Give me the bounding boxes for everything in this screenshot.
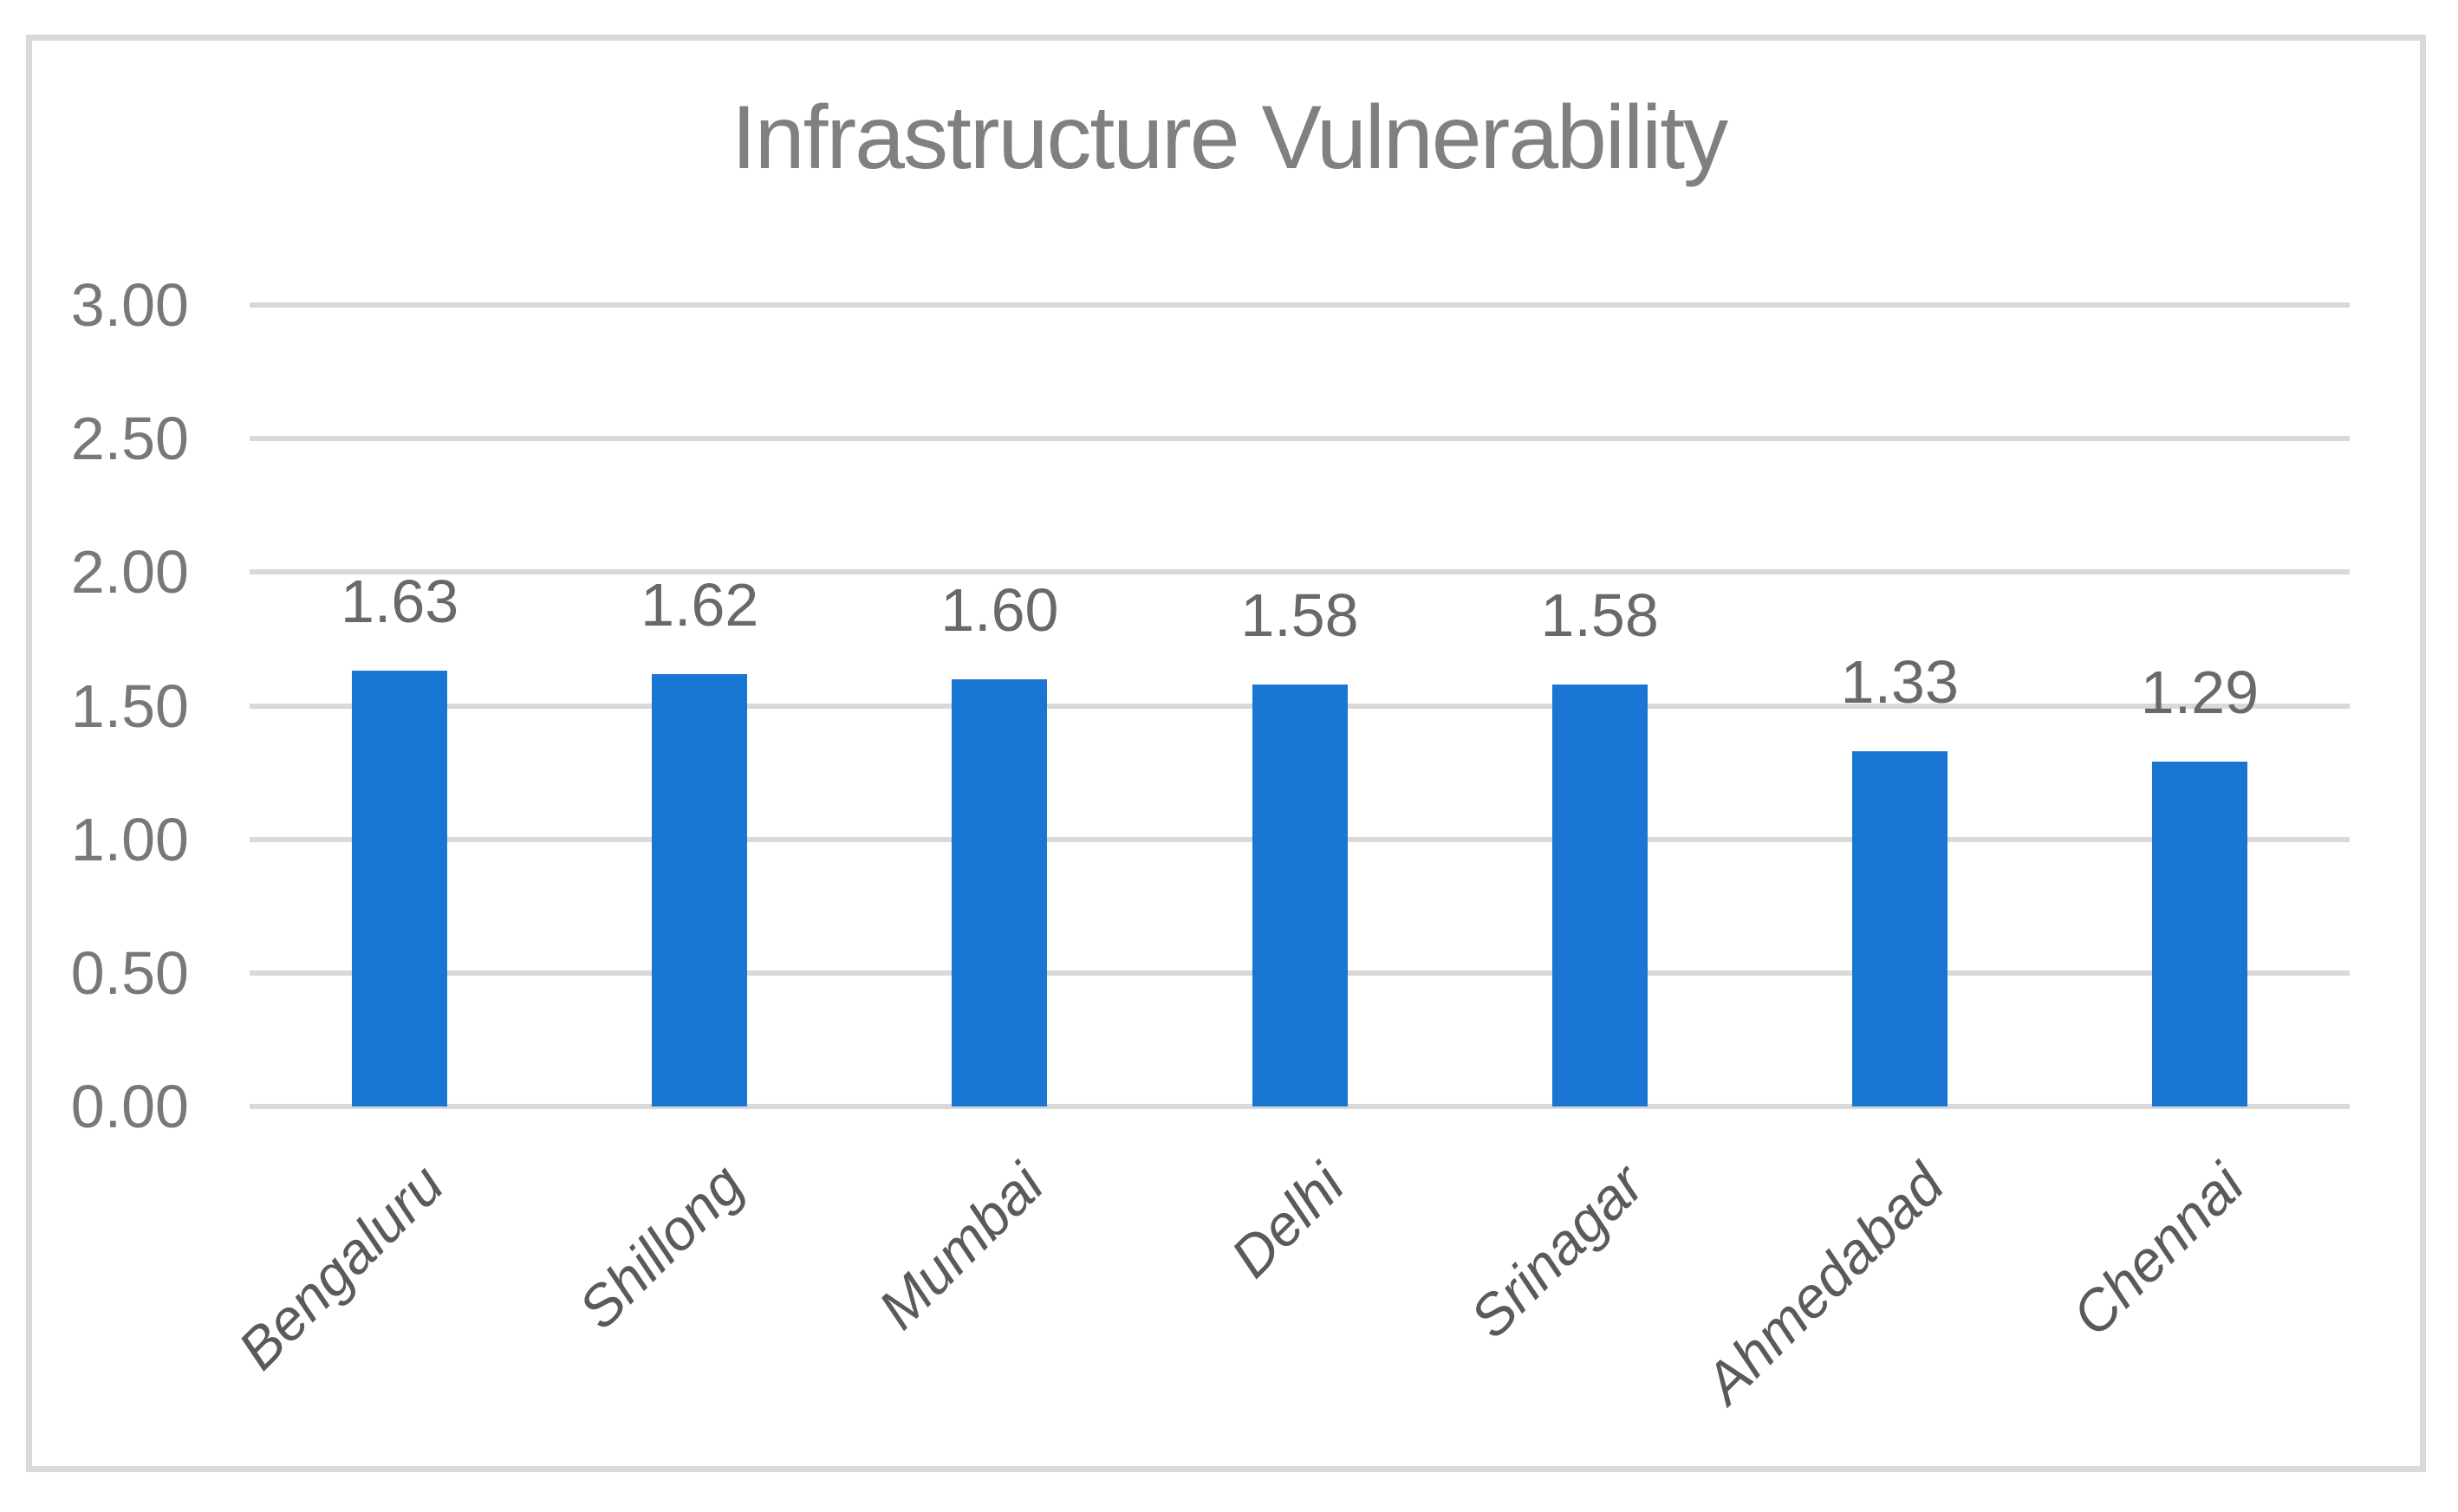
bar-value-label: 1.33 xyxy=(1840,647,1959,716)
gridline xyxy=(250,436,2350,442)
gridline xyxy=(250,302,2350,308)
bar xyxy=(1851,750,1948,1106)
plot-area: 1.63 1.62 1.60 1.58 1.58 1.33 1.29 xyxy=(250,302,2350,1109)
bar xyxy=(652,673,748,1106)
bar-value-label: 1.62 xyxy=(641,570,759,639)
gridline xyxy=(250,1104,2350,1109)
gridline xyxy=(250,569,2350,575)
y-tick-label: 1.00 xyxy=(70,805,189,873)
y-tick-label: 3.00 xyxy=(70,271,189,339)
bar-value-label: 1.58 xyxy=(1240,581,1359,649)
chart-frame-border xyxy=(26,35,2426,1472)
bar-value-label: 1.63 xyxy=(340,568,459,636)
bar-value-label: 1.29 xyxy=(2140,659,2260,727)
y-tick-label: 0.00 xyxy=(70,1073,189,1140)
y-tick-label: 1.50 xyxy=(70,672,189,740)
bar xyxy=(1551,684,1648,1106)
bar xyxy=(1252,684,1348,1106)
y-tick-label: 2.50 xyxy=(70,405,189,473)
y-tick-label: 2.00 xyxy=(70,538,189,607)
bar-value-label: 1.58 xyxy=(1540,581,1659,649)
chart-title: Infrastructure Vulnerability xyxy=(731,88,1728,188)
bar xyxy=(352,671,448,1106)
y-tick-label: 0.50 xyxy=(70,938,189,1007)
bar xyxy=(2151,762,2247,1106)
bar-value-label: 1.60 xyxy=(940,575,1059,644)
bar xyxy=(952,678,1048,1106)
